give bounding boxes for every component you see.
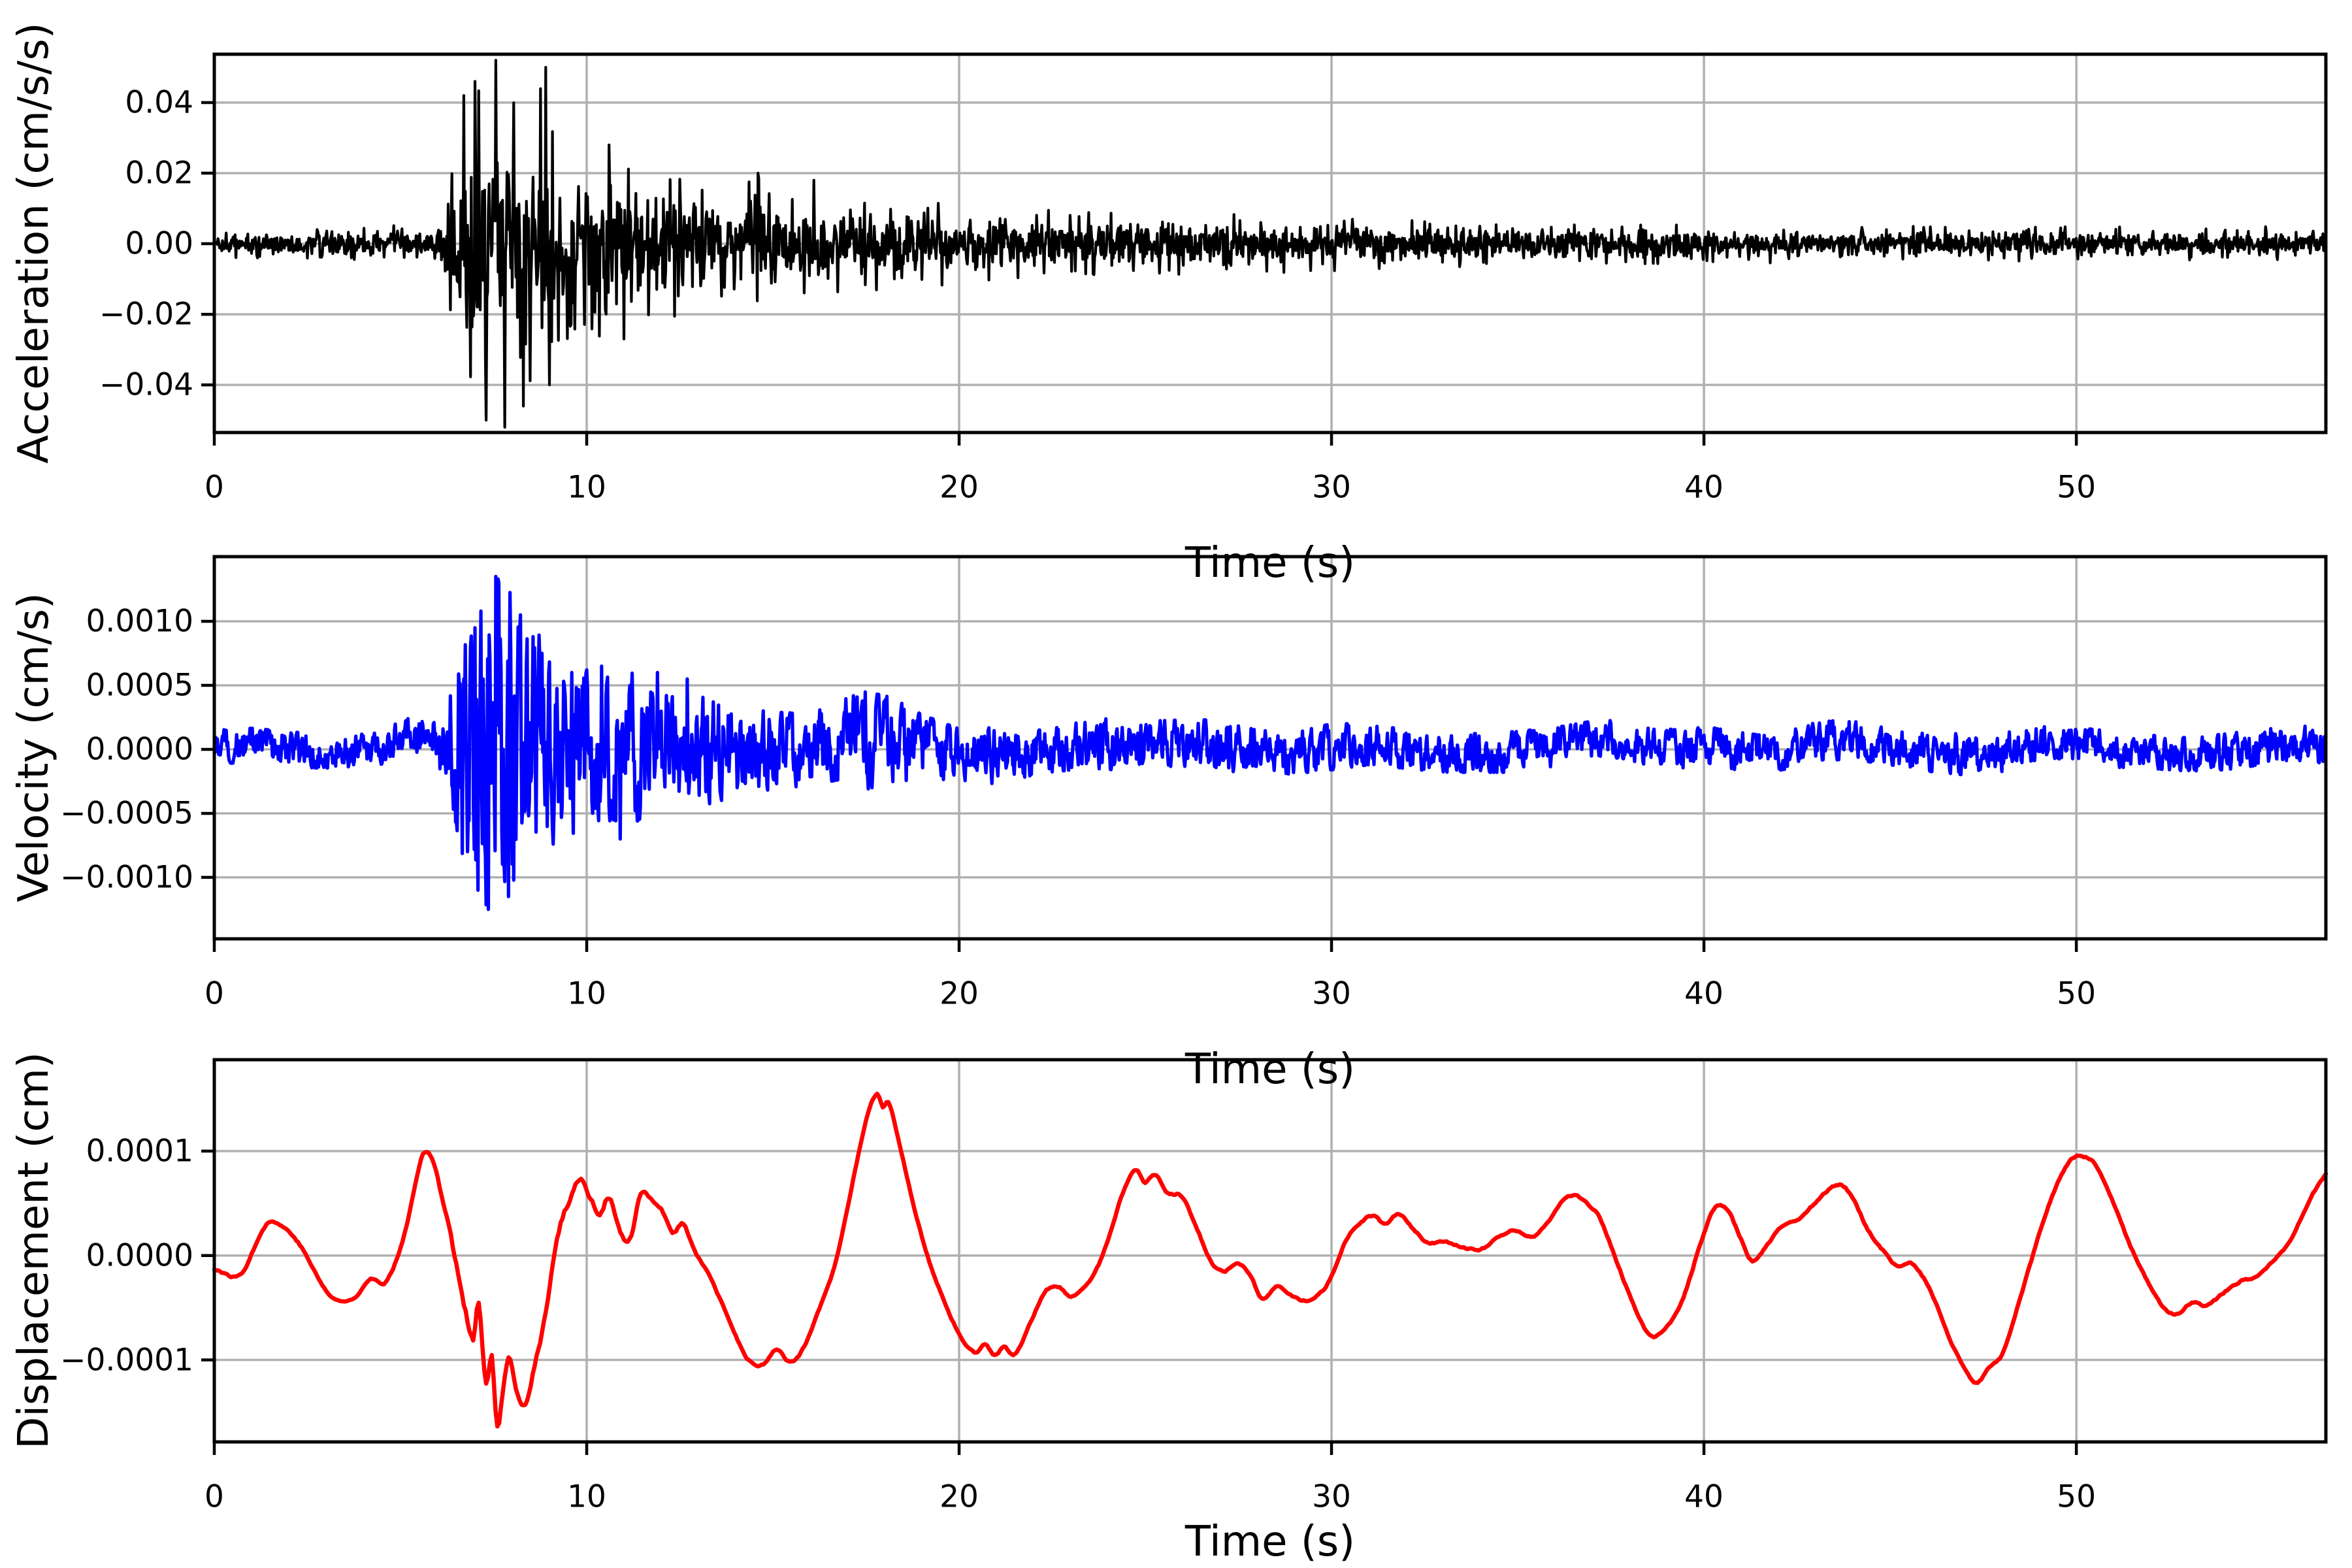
acceleration-ytick-label: 0.04: [125, 84, 193, 121]
acceleration-xtick-label: 20: [939, 469, 979, 506]
acceleration-xtick-label: 30: [1312, 469, 1351, 506]
acceleration-trace: [212, 59, 2328, 429]
displacement-xtick-label: 50: [2057, 1478, 2096, 1515]
velocity-x-axis-label: Time (s): [1184, 1045, 1356, 1094]
acceleration-ytick-label: 0.00: [125, 225, 193, 262]
velocity-ytick-label: −0.0005: [60, 795, 193, 832]
displacement-ytick-label: 0.0000: [86, 1237, 193, 1274]
velocity-xtick-label: 30: [1312, 975, 1351, 1012]
acceleration-xtick-label: 40: [1684, 469, 1723, 506]
velocity-ytick-label: 0.0000: [86, 731, 193, 768]
displacement-xtick-label: 0: [204, 1478, 224, 1515]
velocity-ytick-label: 0.0010: [86, 603, 193, 640]
displacement-trace: [212, 1091, 2328, 1429]
velocity-trace: [212, 574, 2328, 911]
velocity-ytick-label: 0.0005: [86, 667, 193, 704]
acceleration-x-axis-label: Time (s): [1184, 539, 1356, 587]
velocity-xtick-label: 20: [939, 975, 979, 1012]
displacement-xtick-label: 40: [1684, 1478, 1723, 1515]
acceleration-ytick-label: −0.04: [99, 367, 193, 403]
acceleration-xtick-label: 10: [567, 469, 606, 506]
acceleration-xtick-label: 0: [204, 469, 224, 506]
velocity-xtick-label: 10: [567, 975, 606, 1012]
velocity-xtick-label: 40: [1684, 975, 1723, 1012]
displacement-xtick-label: 10: [567, 1478, 606, 1515]
acceleration-xtick-label: 50: [2057, 469, 2096, 506]
displacement-ytick-label: −0.0001: [60, 1342, 193, 1379]
acceleration-ytick-label: 0.02: [125, 155, 193, 191]
velocity-ytick-label: −0.0010: [60, 859, 193, 896]
displacement-ytick-label: 0.0001: [86, 1133, 193, 1169]
acceleration-ytick-label: −0.02: [99, 296, 193, 333]
displacement-xtick-label: 20: [939, 1478, 979, 1515]
displacement-xtick-label: 30: [1312, 1478, 1351, 1515]
displacement-x-axis-label: Time (s): [1184, 1518, 1356, 1566]
velocity-xtick-label: 0: [204, 975, 224, 1012]
velocity-xtick-label: 50: [2057, 975, 2096, 1012]
